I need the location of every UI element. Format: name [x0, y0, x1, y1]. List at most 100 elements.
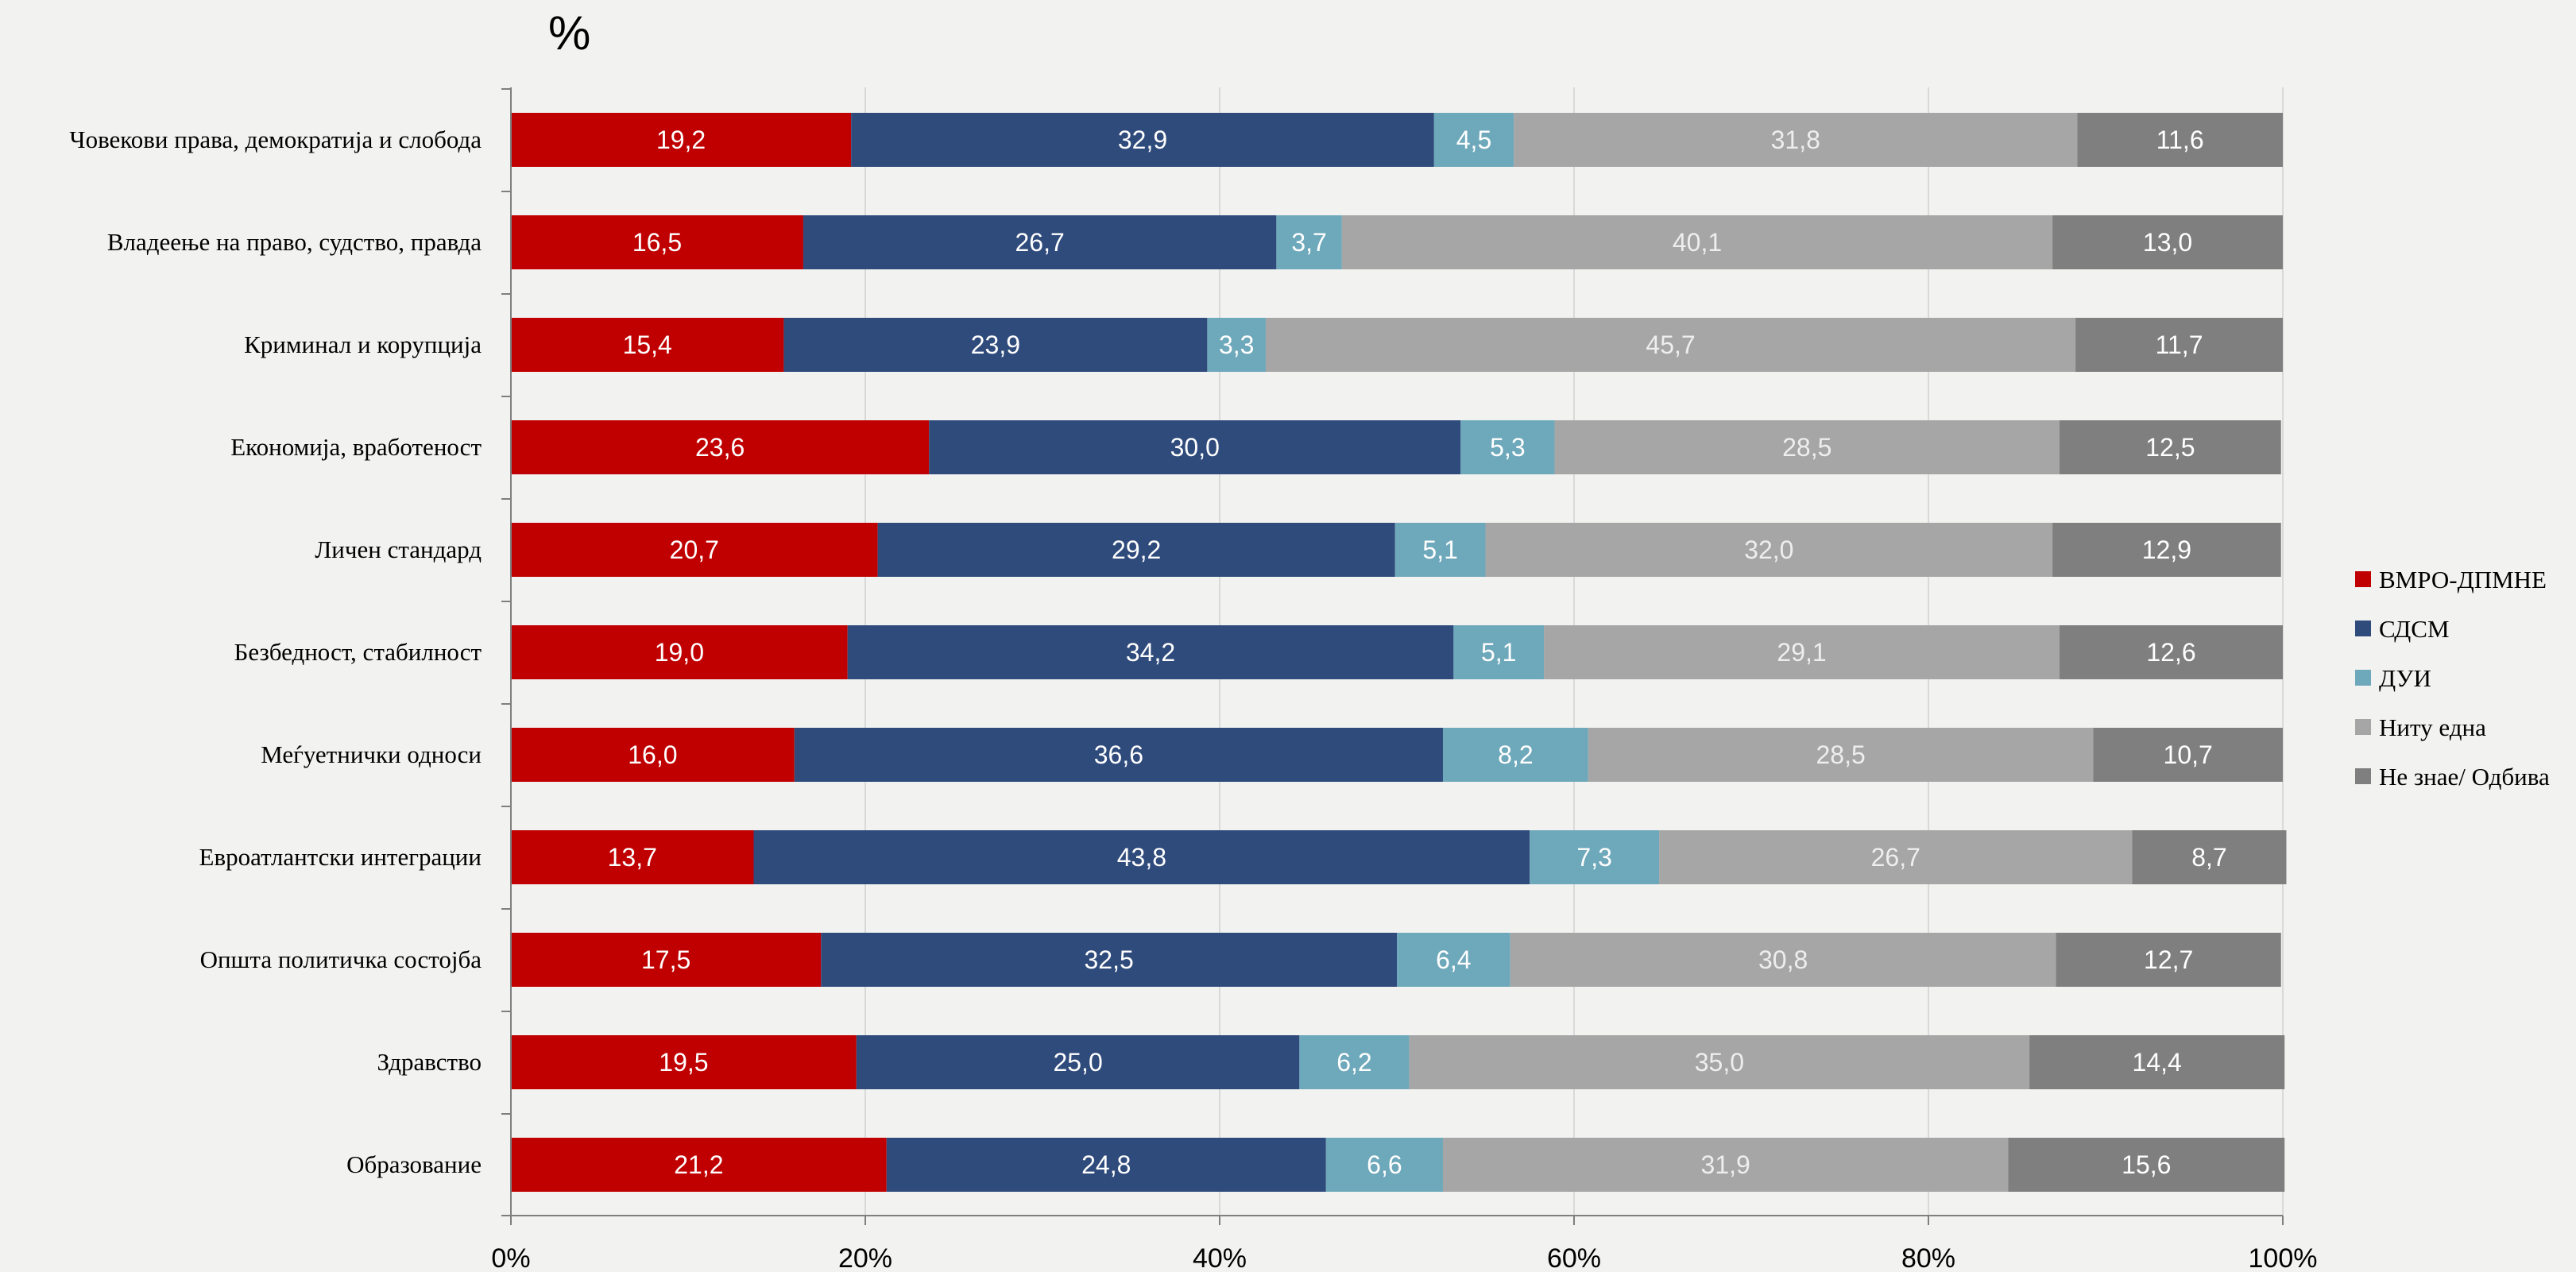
data-label: 8,7	[2191, 843, 2226, 872]
bar-дуи-5	[1394, 523, 1486, 577]
data-label: 35,0	[1695, 1048, 1744, 1077]
data-label: 4,5	[1456, 126, 1491, 154]
data-label: 45,7	[1646, 331, 1695, 359]
category-label: Владеење на право, судство, правда	[107, 228, 482, 256]
bar-ниту-една-7	[1588, 728, 2094, 782]
data-label: 23,6	[695, 433, 745, 462]
legend-label: Ниту една	[2379, 713, 2486, 741]
bar-сдсм-1	[851, 113, 1434, 167]
data-label: 6,4	[1436, 945, 1471, 974]
data-label: 3,7	[1291, 228, 1326, 257]
data-label: 3,3	[1219, 331, 1254, 359]
legend-swatch-ниту-една	[2355, 719, 2371, 735]
bars: 19,2 32,9 4,5 31,8 11,6 16,5 26,7 3,7 40,1 13,0 15…	[511, 113, 2287, 1192]
bar-не-знае-одбива-8	[2132, 830, 2287, 884]
bar-дуи-8	[1530, 830, 1660, 884]
data-label: 19,2	[656, 126, 706, 154]
bar-дуи-4	[1460, 420, 1555, 474]
data-label: 32,5	[1084, 945, 1133, 974]
bar-сдсм-10	[856, 1035, 1300, 1089]
data-label: 14,4	[2133, 1048, 2182, 1077]
bar-не-знае-одбива-7	[2093, 728, 2283, 782]
data-label: 31,8	[1771, 126, 1820, 154]
bar-сдсм-2	[803, 215, 1277, 269]
data-label: 8,2	[1498, 740, 1533, 769]
data-label: 28,5	[1782, 433, 1831, 462]
bar-вмро-дпмне-5	[511, 523, 878, 577]
data-label: 36,6	[1094, 740, 1143, 769]
bar-вмро-дпмне-4	[511, 420, 930, 474]
bar-не-знае-одбива-10	[2029, 1035, 2285, 1089]
bar-не-знае-одбива-4	[2060, 420, 2281, 474]
bar-сдсм-11	[886, 1138, 1326, 1192]
bar-сдсм-6	[847, 625, 1454, 679]
category-label: Евроатлантски интеграции	[199, 843, 482, 871]
data-label: 12,6	[2146, 638, 2195, 667]
category-label: Безбедност, стабилност	[234, 638, 482, 666]
bar-сдсм-8	[753, 830, 1530, 884]
data-label: 19,0	[655, 638, 704, 667]
bar-дуи-6	[1453, 625, 1545, 679]
x-tick-label: 80%	[1901, 1243, 1955, 1272]
bar-сдсм-7	[794, 728, 1443, 782]
x-tick-label: 40%	[1193, 1243, 1247, 1272]
bar-ниту-една-5	[1485, 523, 2053, 577]
bar-ниту-една-1	[1514, 113, 2078, 167]
legend: ВМРО-ДПМНЕ СДСМ ДУИ Ниту една Не знае/ Одбив…	[2355, 566, 2550, 791]
legend-label: СДСМ	[2379, 615, 2450, 643]
unit-label: %	[548, 6, 590, 60]
bar-ниту-една-4	[1554, 420, 2060, 474]
bar-дуи-3	[1207, 318, 1266, 372]
data-label: 30,0	[1170, 433, 1220, 462]
x-tick-label: 60%	[1547, 1243, 1601, 1272]
legend-swatch-дуи	[2355, 670, 2371, 686]
data-label: 16,5	[632, 228, 682, 257]
data-label: 31,9	[1701, 1150, 1750, 1179]
bar-вмро-дпмне-2	[511, 215, 803, 269]
bar-сдсм-9	[821, 933, 1397, 987]
bar-вмро-дпмне-9	[511, 933, 822, 987]
data-label: 25,0	[1053, 1048, 1102, 1077]
data-label: 17,5	[641, 945, 690, 974]
data-label: 29,2	[1112, 535, 1161, 564]
data-label: 28,5	[1816, 740, 1865, 769]
bar-ниту-една-9	[1510, 933, 2056, 987]
bar-дуи-9	[1397, 933, 1510, 987]
bar-вмро-дпмне-7	[511, 728, 795, 782]
legend-swatch-не-знае-одбива	[2355, 768, 2371, 784]
bar-дуи-2	[1276, 215, 1342, 269]
bar-ниту-една-8	[1659, 830, 2133, 884]
data-label: 43,8	[1117, 843, 1166, 872]
bar-ниту-една-2	[1341, 215, 2053, 269]
data-label: 40,1	[1673, 228, 1722, 257]
category-label: Личен стандард	[315, 535, 482, 563]
data-label: 24,8	[1081, 1150, 1131, 1179]
bar-ниту-една-11	[1442, 1138, 2009, 1192]
data-label: 20,7	[670, 535, 719, 564]
legend-label: ДУИ	[2379, 664, 2431, 692]
data-label: 32,9	[1118, 126, 1167, 154]
category-label: Економија, вработеност	[230, 433, 482, 461]
bar-не-знае-одбива-11	[2008, 1138, 2285, 1192]
category-label: Човекови права, демократија и слобода	[69, 126, 482, 153]
bar-дуи-11	[1325, 1138, 1443, 1192]
bar-не-знае-одбива-5	[2052, 523, 2281, 577]
x-tick-label: 20%	[838, 1243, 892, 1272]
bar-дуи-7	[1442, 728, 1588, 782]
bar-вмро-дпмне-11	[511, 1138, 887, 1192]
data-label: 29,1	[1777, 638, 1826, 667]
data-label: 5,1	[1481, 638, 1516, 667]
bar-дуи-1	[1433, 113, 1514, 167]
x-tick-label: 100%	[2249, 1243, 2318, 1272]
bar-дуи-10	[1299, 1035, 1410, 1089]
data-label: 7,3	[1576, 843, 1611, 872]
data-label: 5,3	[1490, 433, 1525, 462]
data-label: 11,6	[2156, 126, 2204, 154]
data-label: 10,7	[2164, 740, 2213, 769]
legend-label: ВМРО-ДПМНЕ	[2379, 566, 2547, 593]
bar-не-знае-одбива-9	[2056, 933, 2281, 987]
bar-сдсм-4	[929, 420, 1461, 474]
bar-вмро-дпмне-8	[511, 830, 754, 884]
legend-swatch-вмро-дпмне	[2355, 571, 2371, 587]
